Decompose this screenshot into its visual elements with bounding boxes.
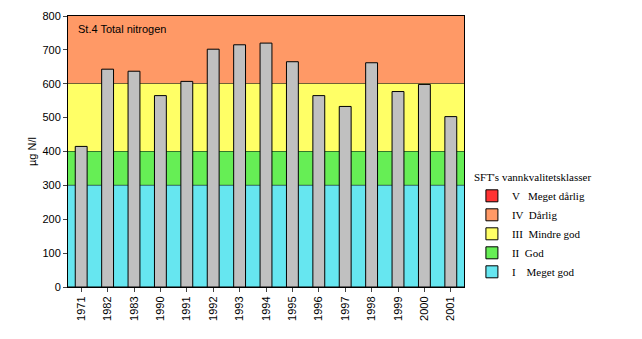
svg-text:0: 0 (55, 281, 61, 293)
svg-text:1996: 1996 (312, 296, 324, 320)
svg-text:600: 600 (42, 78, 60, 90)
svg-text:µg N/l: µg N/l (26, 137, 38, 166)
svg-text:1994: 1994 (260, 296, 272, 320)
svg-text:1998: 1998 (365, 296, 377, 320)
svg-text:III Mindre god: III Mindre god (512, 228, 581, 240)
svg-text:200: 200 (42, 213, 60, 225)
svg-text:1992: 1992 (207, 296, 219, 320)
svg-text:I Meget god: I Meget god (512, 266, 575, 278)
svg-text:500: 500 (42, 111, 60, 123)
svg-text:1995: 1995 (286, 296, 298, 320)
svg-text:IV Dårlig: IV Dårlig (512, 209, 558, 221)
svg-text:V Meget dårlig: V Meget dårlig (512, 190, 585, 202)
svg-text:SFT's vannkvalitetsklasser: SFT's vannkvalitetsklasser (474, 171, 592, 183)
svg-text:300: 300 (42, 179, 60, 191)
svg-text:1999: 1999 (392, 296, 404, 320)
svg-text:St.4 Total nitrogen: St.4 Total nitrogen (78, 23, 166, 35)
svg-text:1990: 1990 (154, 296, 166, 320)
svg-text:1971: 1971 (75, 296, 87, 320)
svg-text:1983: 1983 (128, 296, 140, 320)
svg-text:800: 800 (42, 10, 60, 22)
svg-text:1982: 1982 (101, 296, 113, 320)
svg-text:1997: 1997 (339, 296, 351, 320)
svg-text:2001: 2001 (444, 296, 456, 320)
svg-text:II God: II God (512, 247, 544, 259)
svg-text:700: 700 (42, 44, 60, 56)
svg-text:100: 100 (42, 247, 60, 259)
svg-text:400: 400 (42, 145, 60, 157)
svg-text:1993: 1993 (233, 296, 245, 320)
svg-text:1991: 1991 (180, 296, 192, 320)
svg-text:2000: 2000 (418, 296, 430, 320)
